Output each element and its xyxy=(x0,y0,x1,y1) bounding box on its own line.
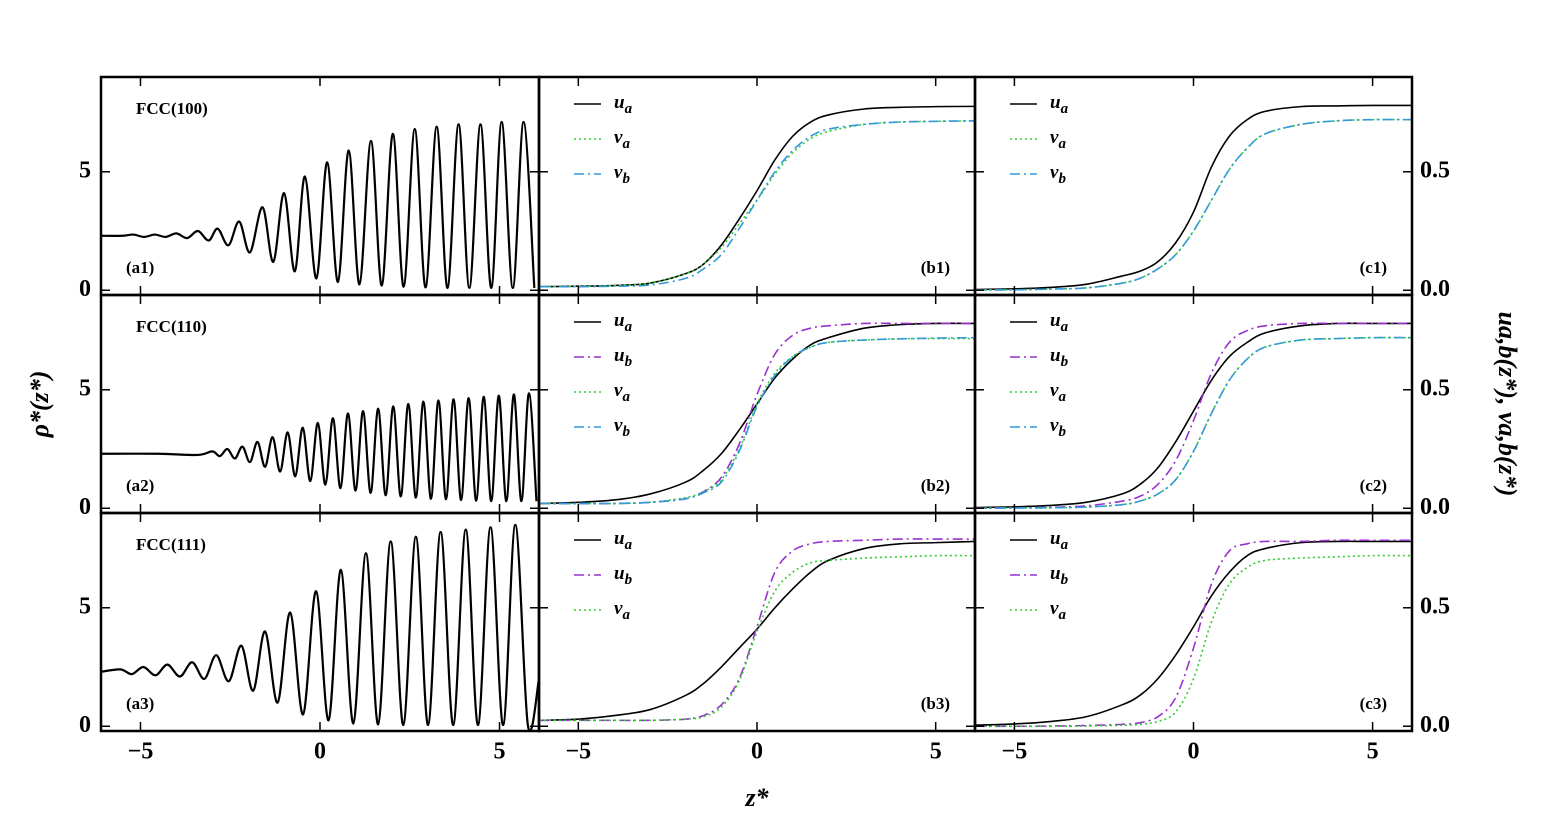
data-line xyxy=(975,118,1412,291)
data-line xyxy=(101,523,539,731)
legend-label: vb xyxy=(614,415,630,440)
x-tick-label: 0 xyxy=(751,739,763,765)
x-tick-label: 0 xyxy=(314,739,326,765)
data-line xyxy=(539,540,975,722)
legend-label: ua xyxy=(1050,310,1069,335)
data-line xyxy=(539,336,975,505)
data-line xyxy=(101,120,536,289)
legend-label: vb xyxy=(1050,162,1066,187)
y-tick-label: 0.5 xyxy=(1420,157,1450,183)
panel-title: FCC(100) xyxy=(136,99,208,118)
x-tick-label: −5 xyxy=(565,739,591,765)
x-tick-label: 0 xyxy=(1188,739,1200,765)
y-tick-label: 0.5 xyxy=(1420,375,1450,401)
panel-label: (a2) xyxy=(126,476,154,495)
data-line xyxy=(539,120,975,288)
data-line xyxy=(539,120,975,288)
y-tick-label: 0.5 xyxy=(1420,593,1450,619)
data-line xyxy=(539,337,975,505)
legend-label: ua xyxy=(614,310,633,335)
y-tick-label: 5 xyxy=(79,375,91,401)
legend-label: va xyxy=(1050,380,1066,405)
data-line xyxy=(975,539,1412,728)
legend-label: vb xyxy=(614,162,630,187)
panel-label: (b2) xyxy=(921,476,950,495)
y-tick-label: 0.0 xyxy=(1420,276,1450,302)
panel-label: (b3) xyxy=(921,694,950,713)
panel-frame xyxy=(537,75,977,297)
data-line xyxy=(975,118,1412,291)
data-line xyxy=(975,322,1412,509)
x-tick-label: 5 xyxy=(1367,739,1379,765)
panel-label: (a1) xyxy=(126,258,154,277)
panel-title: FCC(111) xyxy=(136,535,206,554)
panel-title: FCC(110) xyxy=(136,317,207,336)
legend-label: ub xyxy=(1050,345,1069,370)
panel-frame xyxy=(973,75,1414,297)
data-line xyxy=(975,322,1412,509)
data-line xyxy=(539,322,975,505)
x-tick-label: 5 xyxy=(494,739,506,765)
data-line xyxy=(101,392,538,503)
panel-label: (b1) xyxy=(921,258,950,277)
legend-label: va xyxy=(1050,598,1066,623)
panel-frame xyxy=(973,511,1414,733)
x-axis-label: z* xyxy=(744,783,769,812)
y-axis-label: ua,b(z*), va,b(z*) xyxy=(1493,312,1522,497)
panel-label: (a3) xyxy=(126,694,154,713)
legend-label: ub xyxy=(1050,563,1069,588)
legend-label: va xyxy=(614,127,630,152)
data-line xyxy=(975,336,1412,510)
legend-label: va xyxy=(614,380,630,405)
panel-label: (c3) xyxy=(1360,694,1387,713)
legend-label: ub xyxy=(614,345,633,370)
y-tick-label: 0.0 xyxy=(1420,494,1450,520)
legend-label: va xyxy=(614,598,630,623)
data-line xyxy=(975,554,1412,728)
legend-label: ua xyxy=(1050,528,1069,553)
legend-label: va xyxy=(1050,127,1066,152)
data-line xyxy=(539,322,975,505)
data-line xyxy=(975,336,1412,510)
data-line xyxy=(539,105,975,288)
x-tick-label: −5 xyxy=(128,739,154,765)
x-tick-label: −5 xyxy=(1002,739,1028,765)
y-tick-label: 5 xyxy=(79,157,91,183)
y-tick-label: 0.0 xyxy=(1420,712,1450,738)
panel-label: (c1) xyxy=(1360,258,1387,277)
legend-label: ua xyxy=(1050,92,1069,117)
data-line xyxy=(975,540,1412,726)
data-line xyxy=(539,554,975,722)
y-tick-label: 0 xyxy=(79,494,91,520)
panel-label: (c2) xyxy=(1360,476,1387,495)
legend-label: ua xyxy=(614,528,633,553)
panel-frame xyxy=(537,511,977,733)
y-tick-label: 0 xyxy=(79,276,91,302)
legend-label: ua xyxy=(614,92,633,117)
y-axis-label: ρ*(z*) xyxy=(25,371,54,439)
data-line xyxy=(975,104,1412,291)
legend-label: vb xyxy=(1050,415,1066,440)
y-tick-label: 0 xyxy=(79,712,91,738)
legend-label: ub xyxy=(614,563,633,588)
y-tick-label: 5 xyxy=(79,593,91,619)
x-tick-label: 5 xyxy=(930,739,942,765)
panel-frame xyxy=(973,293,1414,515)
